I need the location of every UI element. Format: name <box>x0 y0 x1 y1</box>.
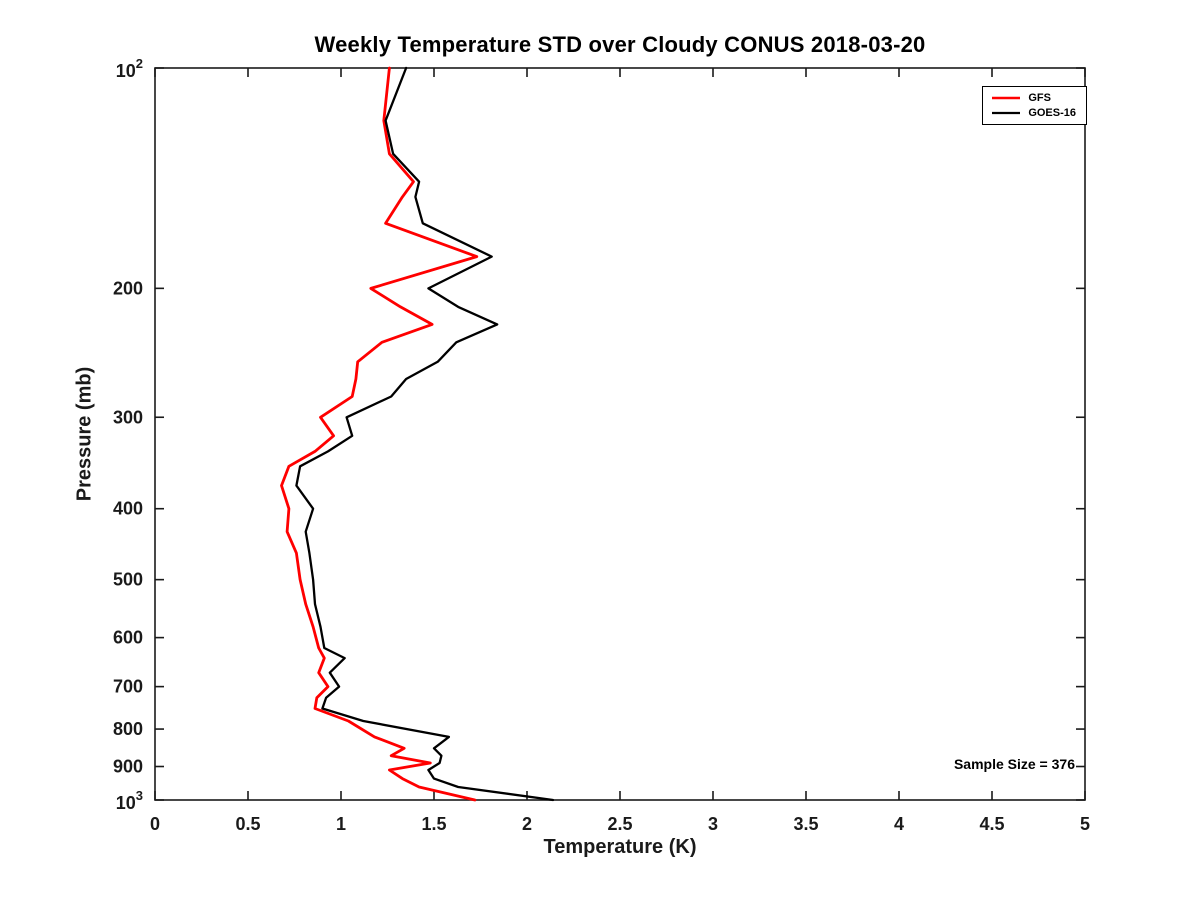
x-tick-label: 1.5 <box>421 814 446 834</box>
x-tick-label: 4 <box>894 814 904 834</box>
legend-label-goes16: GOES-16 <box>1028 107 1076 119</box>
y-tick-label: 103 <box>116 788 143 813</box>
legend-label-gfs: GFS <box>1028 92 1051 104</box>
y-tick-label: 102 <box>116 56 143 81</box>
legend-entry-goes16: GOES-16 <box>991 107 1076 119</box>
x-tick-label: 5 <box>1080 814 1090 834</box>
x-tick-label: 0.5 <box>235 814 260 834</box>
axes-frame <box>154 67 1086 801</box>
series-line-gfs <box>280 66 479 802</box>
legend: GFS GOES-16 <box>982 86 1087 125</box>
y-tick-label: 300 <box>113 407 143 427</box>
x-tick-label: 2.5 <box>607 814 632 834</box>
y-tick-label: 500 <box>113 570 143 590</box>
x-tick-label: 3.5 <box>793 814 818 834</box>
y-tick-label: 600 <box>113 628 143 648</box>
x-tick-label: 4.5 <box>979 814 1004 834</box>
y-tick-label: 700 <box>113 677 143 697</box>
x-tick-label: 0 <box>150 814 160 834</box>
legend-entry-gfs: GFS <box>991 92 1076 104</box>
x-tick-label: 3 <box>708 814 718 834</box>
legend-line-gfs-icon <box>992 96 1021 100</box>
series-line-goes-16 <box>295 66 555 802</box>
y-axis-label: Pressure (mb) <box>73 366 96 502</box>
x-tick-label: 2 <box>522 814 532 834</box>
y-tick-label: 200 <box>113 278 143 298</box>
sample-size-annotation: Sample Size = 376 <box>953 756 1075 772</box>
y-tick-label: 900 <box>113 757 143 777</box>
legend-line-goes16-icon <box>992 111 1021 115</box>
y-tick-label: 400 <box>113 499 143 519</box>
x-tick-label: 1 <box>336 814 346 834</box>
chart-title: Weekly Temperature STD over Cloudy CONUS… <box>314 32 926 57</box>
y-tick-label: 800 <box>113 719 143 739</box>
x-axis-label: Temperature (K) <box>543 836 697 858</box>
